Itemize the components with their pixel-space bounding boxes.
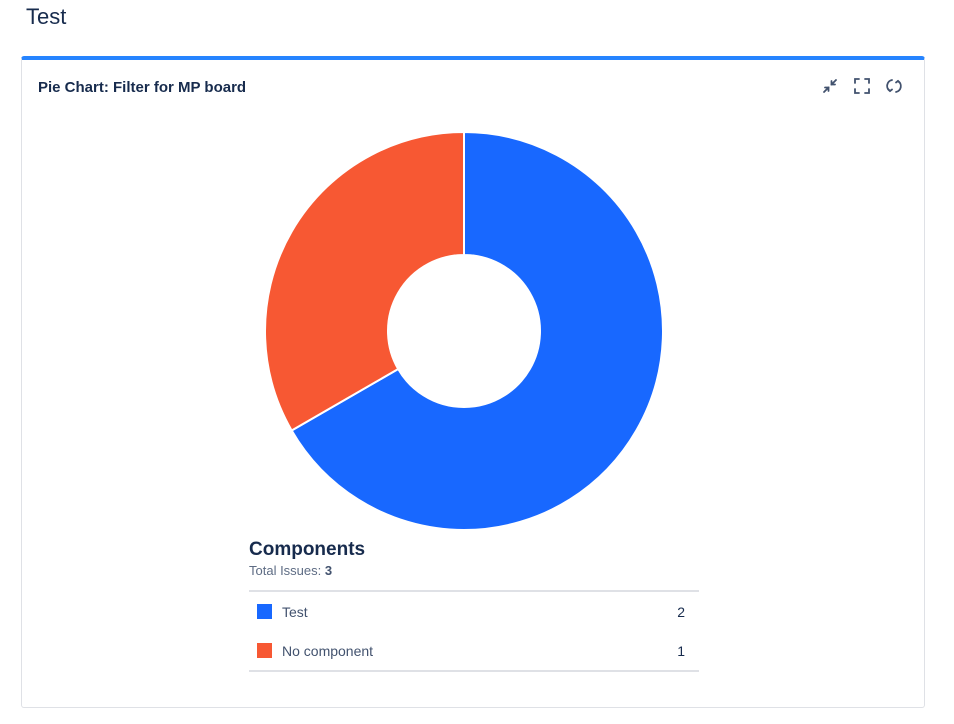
page-title: Test (26, 4, 67, 29)
total-issues-count: 3 (324, 563, 333, 578)
legend-table: Test 2 No component 1 (249, 590, 699, 672)
minimize-icon (823, 79, 837, 93)
gadget-title: Pie Chart: Filter for MP board (38, 79, 247, 96)
legend-swatch (257, 604, 272, 619)
minimize-button[interactable] (820, 76, 840, 96)
legend-row-test[interactable]: Test 2 (249, 592, 699, 631)
legend-label: Test (282, 603, 308, 620)
pie-chart-gadget: Pie Chart: Filter for MP board Component… (21, 56, 925, 708)
refresh-icon (886, 79, 902, 93)
total-issues: Total Issues: 3 (249, 563, 699, 578)
legend-count: 1 (677, 642, 685, 659)
pie-slice-test[interactable] (290, 130, 664, 531)
fullscreen-button[interactable] (852, 76, 872, 96)
refresh-button[interactable] (884, 76, 904, 96)
legend-count: 2 (677, 603, 685, 620)
pie-slice-no-component[interactable] (264, 130, 465, 432)
legend-swatch (257, 643, 272, 658)
legend-row-no-component[interactable]: No component 1 (249, 631, 699, 670)
donut-chart (264, 130, 664, 531)
chart-legend: Components Total Issues: 3 Test 2 No com… (249, 538, 699, 672)
fullscreen-icon (854, 78, 870, 94)
total-issues-label: Total Issues: (249, 563, 322, 578)
legend-title: Components (249, 539, 366, 560)
gadget-actions (820, 76, 904, 96)
legend-label: No component (282, 642, 374, 659)
